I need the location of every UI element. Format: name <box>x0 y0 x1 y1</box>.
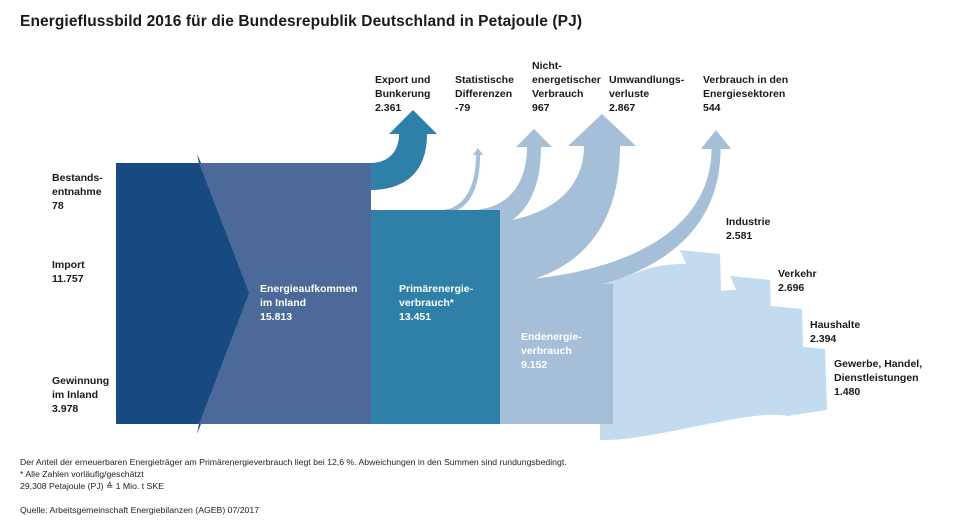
label-line: Verbrauch <box>532 88 584 100</box>
value: 13.451 <box>399 311 432 323</box>
outflow-label-statistische-differenzen: Statistische Differenzen -79 <box>455 73 514 115</box>
label-line: Gewerbe, Handel, <box>834 358 923 370</box>
label-line: Verbrauch in den <box>703 74 789 86</box>
block-label-primaerenergie: Primärenergie- verbrauch* 13.451 <box>399 282 473 324</box>
sector-label-haushalte: Haushalte 2.394 <box>810 318 860 346</box>
value: -79 <box>455 102 471 114</box>
label-line: Umwandlungs- <box>609 74 685 86</box>
arrow-umwandlungsverluste <box>470 114 636 288</box>
input-label-bestandsentnahme: Bestands- entnahme 78 <box>52 171 103 213</box>
value: 2.581 <box>726 230 753 242</box>
value: 2.696 <box>778 282 805 294</box>
value: 2.867 <box>609 102 636 114</box>
input-label-import: Import 11.757 <box>52 258 85 286</box>
label-line: Differenzen <box>455 88 513 100</box>
input-divider-top <box>197 154 201 163</box>
block-label-endenergie: Endenergie- verbrauch 9.152 <box>521 330 582 372</box>
footnote-source: Quelle: Arbeitsgemeinschaft Energiebilan… <box>20 505 260 515</box>
label-line: Dienstleistungen <box>834 372 919 384</box>
outflow-label-export: Export und Bunkerung 2.361 <box>375 73 430 115</box>
value: 11.757 <box>52 273 84 285</box>
label-line: entnahme <box>52 186 102 198</box>
label-line: Bestands- <box>52 172 103 184</box>
block-primaerenergieverbrauch <box>370 210 500 424</box>
label-line: Gewinnung <box>52 375 110 387</box>
value: 967 <box>532 102 550 114</box>
label-line: verluste <box>609 88 650 100</box>
arrow-export <box>370 110 437 190</box>
label-line: Haushalte <box>810 319 861 331</box>
block-input-sources <box>116 163 249 424</box>
outflow-label-energiesektoren: Verbrauch in den Energiesektoren 544 <box>703 73 788 115</box>
flow-gewerbe <box>600 345 827 441</box>
value: 78 <box>52 200 64 212</box>
footnote-preliminary: * Alle Zahlen vorläufig/geschätzt <box>20 469 144 479</box>
value: 2.361 <box>375 102 402 114</box>
label-line: Nicht- <box>532 60 562 72</box>
label-line: Export und <box>375 74 431 86</box>
label-line: im Inland <box>52 389 99 401</box>
label-line: verbrauch* <box>399 297 454 309</box>
label-line: Endenergie- <box>521 331 582 343</box>
value: 2.394 <box>810 333 837 345</box>
label-line: Statistische <box>455 74 514 86</box>
value: 544 <box>703 102 721 114</box>
outflow-label-nichtenergetisch: Nicht- energetischer Verbrauch 967 <box>532 59 601 115</box>
sector-label-gewerbe: Gewerbe, Handel, Dienstleistungen 1.480 <box>834 357 922 399</box>
sector-label-industrie: Industrie 2.581 <box>726 215 770 243</box>
outflow-label-umwandlungsverluste: Umwandlungs- verluste 2.867 <box>609 73 684 115</box>
footnote-conversion: 29,308 Petajoule (PJ) ≙ 1 Mio. t SKE <box>20 481 164 491</box>
sector-label-verkehr: Verkehr 2.696 <box>778 267 817 295</box>
label-line: Energiesektoren <box>703 88 786 100</box>
block-label-energieaufkommen: Energieaufkommen im Inland 15.813 <box>260 282 357 324</box>
arrow-statistische-differenzen <box>440 148 483 214</box>
value: 1.480 <box>834 386 861 398</box>
block-endenergieverbrauch <box>499 284 613 424</box>
arrow-nichtenergetisch <box>470 129 552 232</box>
label-line: Import <box>52 259 85 271</box>
label-line: im Inland <box>260 297 307 309</box>
diagram-title: Energieflussbild 2016 für die Bundesrepu… <box>20 13 583 30</box>
label-line: energetischer <box>532 74 601 86</box>
label-line: Bunkerung <box>375 88 431 100</box>
value: 3.978 <box>52 403 79 415</box>
label-line: Verkehr <box>778 268 817 280</box>
input-divider-bottom <box>197 424 201 434</box>
label-line: Primärenergie- <box>399 283 474 295</box>
value: 15.813 <box>260 311 293 323</box>
value: 9.152 <box>521 359 548 371</box>
label-line: Industrie <box>726 216 771 228</box>
label-line: Energieaufkommen <box>260 283 358 295</box>
footnote-renewables: Der Anteil der erneuerbaren Energieträge… <box>20 457 567 467</box>
input-label-gewinnung: Gewinnung im Inland 3.978 <box>52 374 109 416</box>
label-line: verbrauch <box>521 345 572 357</box>
